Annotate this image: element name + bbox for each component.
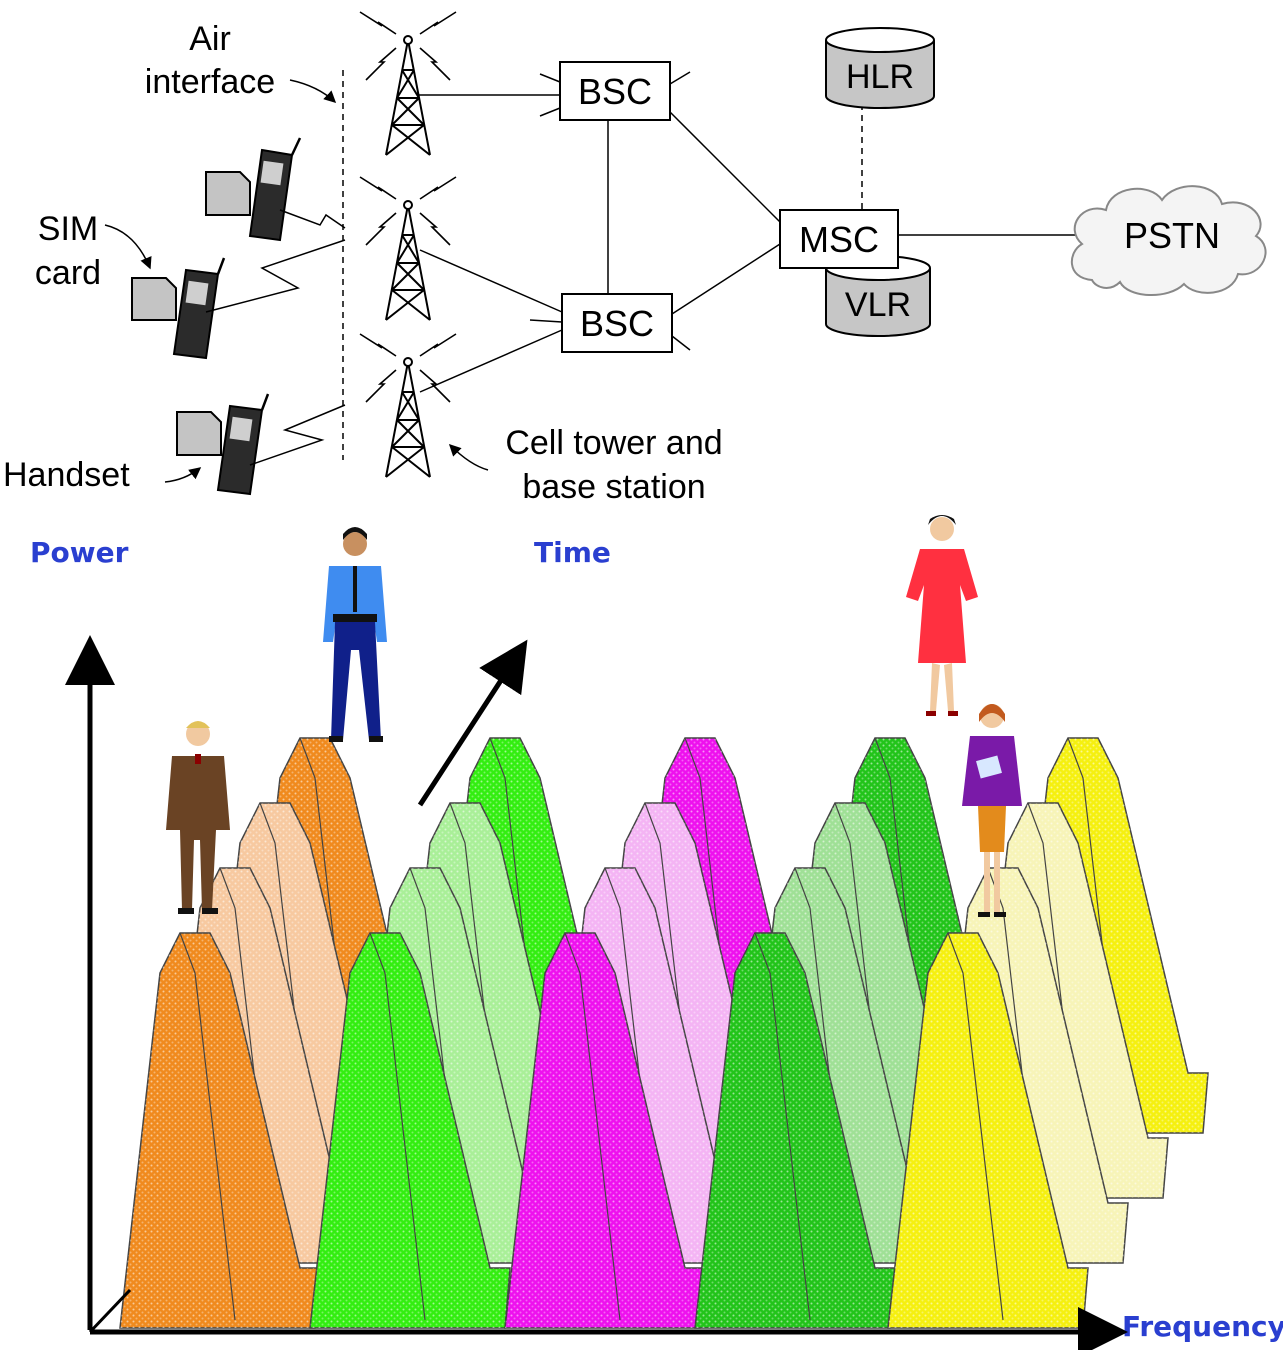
time-axis-base — [88, 1288, 132, 1334]
hlr-database: HLR — [825, 27, 935, 109]
handset-2 — [131, 239, 346, 360]
channel-5-slot-1-texture — [888, 933, 1088, 1328]
sim-card-pointer — [104, 224, 152, 270]
sim-card-label-1: SIM — [38, 210, 98, 248]
bsc-top: BSC — [539, 61, 691, 121]
handset-1 — [205, 137, 346, 242]
pstn-cloud: PSTN — [1070, 185, 1267, 297]
air-interface-label-2: interface — [145, 63, 275, 101]
channel-4-slot-1-texture — [695, 933, 895, 1328]
person-man-brown-suit — [166, 721, 230, 914]
bsc-bottom: BSC — [529, 293, 691, 353]
channel-2-slot-1-texture — [310, 933, 510, 1328]
channel-peaks — [119, 737, 1209, 1329]
vlr-label: VLR — [845, 286, 911, 324]
channel-1-slot-1-edge — [179, 932, 236, 1321]
cell-tower-label-2: base station — [522, 468, 705, 506]
sim-card-label-2: card — [35, 254, 101, 292]
sim-card-icon — [131, 277, 177, 321]
hlr-label: HLR — [846, 58, 914, 96]
bsc-bottom-label: BSC — [580, 303, 654, 344]
sim-card-icon — [205, 171, 251, 216]
power-axis-label: Power — [30, 536, 129, 569]
sim-card-icon — [176, 411, 222, 456]
frequency-axis-label: Frequency — [1122, 1310, 1283, 1343]
link-bsc-msc-2 — [671, 243, 781, 315]
time-axis — [417, 639, 528, 807]
spectrum-illustration: Power Time Frequency — [30, 515, 1283, 1350]
channel-3-slot-1-texture — [505, 933, 705, 1328]
pstn-label: PSTN — [1124, 215, 1220, 256]
msc-label: MSC — [799, 219, 879, 260]
cell-tower-1 — [359, 11, 457, 156]
channel-4-slot-1-edge — [754, 932, 811, 1321]
cell-tower-2 — [359, 176, 457, 321]
channel-5-slot-1-edge — [947, 932, 1004, 1321]
bsc-top-label: BSC — [578, 71, 652, 112]
handset-label: Handset — [3, 456, 130, 494]
link-bsc-msc-1 — [669, 111, 781, 223]
person-man-blue-shirt — [323, 527, 387, 742]
air-interface-label-1: Air — [189, 20, 231, 58]
air-interface-pointer — [289, 79, 337, 104]
network-diagram: Air interface SIM card Handset Cell towe… — [3, 11, 1267, 506]
link-tower3-bsc — [419, 329, 563, 393]
cell-tower-3 — [359, 333, 457, 478]
channel-3-slot-1-edge — [564, 932, 621, 1321]
msc-switch: MSC — [779, 209, 899, 269]
handset-pointer — [164, 467, 202, 483]
person-woman-red-dress — [906, 515, 978, 716]
time-axis-label: Time — [534, 536, 611, 569]
link-tower2-bsc — [419, 249, 563, 313]
cell-tower-pointer — [448, 443, 489, 471]
channel-1-slot-1-texture — [120, 933, 320, 1328]
handset-3 — [176, 393, 346, 496]
person-woman-purple-jacket — [962, 704, 1022, 917]
cell-tower-label-1: Cell tower and — [505, 424, 722, 462]
channel-2-slot-1-edge — [369, 932, 426, 1321]
